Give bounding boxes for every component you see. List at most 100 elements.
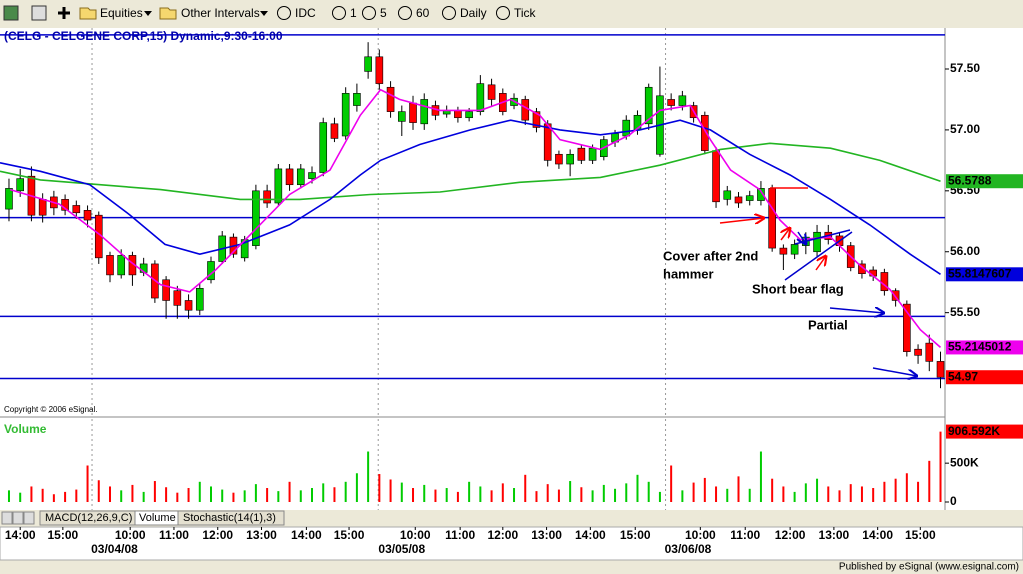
toolbar-item[interactable]: 5 — [380, 6, 387, 20]
price-tag — [946, 370, 1023, 385]
candle-body — [252, 190, 260, 246]
candle-body — [207, 261, 215, 281]
toolbar-item[interactable]: Equities — [100, 6, 143, 20]
icon[interactable] — [3, 5, 19, 21]
toolbar-item[interactable]: 1 — [350, 6, 357, 20]
toolbar-icons — [3, 5, 510, 21]
candle-body — [375, 56, 384, 84]
time-axis-labels: 14:00 15:00 10:00 11:00 12:00 13:00 14:00 15:00… — [5, 527, 936, 556]
candle-body — [543, 123, 552, 161]
candle-body — [285, 168, 294, 186]
x-tick-label: 13:00 — [819, 528, 850, 542]
x-tick-label: 11:00 — [445, 528, 475, 542]
x-tick-label: 15:00 — [620, 528, 651, 542]
candle-body — [353, 93, 361, 106]
icon[interactable] — [31, 5, 47, 21]
icon — [398, 6, 412, 20]
volume-title: Volume — [4, 422, 47, 436]
candle-body — [341, 93, 350, 137]
copyright: Copyright © 2006 eSignal. — [4, 405, 98, 414]
candle-body — [880, 272, 889, 292]
candle-body — [734, 196, 743, 204]
tab-label[interactable]: Volume — [139, 512, 176, 524]
candle-body — [106, 255, 114, 276]
tab[interactable] — [177, 510, 285, 526]
tab-label[interactable]: MACD(12,26,9,C) — [45, 512, 132, 524]
candle-body — [903, 303, 911, 352]
toolbar-item[interactable]: 60 — [416, 6, 430, 20]
date-label: 03/05/08 — [378, 542, 425, 556]
toolbar-item[interactable]: Daily — [460, 6, 487, 20]
arrow — [872, 367, 917, 376]
candle-body — [296, 168, 305, 186]
candle-body — [723, 190, 732, 200]
dropdown[interactable] — [260, 11, 268, 16]
x-tick-label: 10:00 — [685, 528, 716, 542]
icon[interactable] — [58, 7, 70, 19]
candle-body — [925, 342, 934, 362]
candle-body — [813, 231, 821, 253]
candle-body — [72, 205, 81, 214]
arrow — [719, 218, 764, 223]
icon — [79, 7, 97, 20]
candle-body — [768, 188, 776, 249]
candle-body — [487, 84, 496, 100]
candle-body — [465, 111, 473, 119]
candle-body — [588, 147, 597, 161]
candle-body — [16, 178, 25, 192]
tab-scroll[interactable] — [23, 511, 35, 525]
price-tag-label: 54.97 — [948, 369, 978, 383]
tab-label[interactable]: Stochastic(14(1),3) — [183, 512, 276, 524]
trend-line — [784, 231, 853, 281]
icon — [496, 6, 510, 20]
volume-tag — [946, 424, 1023, 439]
arrow — [829, 308, 884, 313]
candle-body — [667, 99, 675, 106]
candle-body — [162, 279, 170, 301]
candle-body — [577, 147, 586, 161]
volume-tag-label: 906.592K — [948, 424, 1000, 438]
arrow — [781, 228, 790, 241]
candle-body — [409, 102, 417, 123]
x-tick-label: 12:00 — [775, 528, 806, 542]
candle-body — [397, 111, 406, 122]
candle-body — [184, 300, 193, 311]
price-tag — [946, 174, 1023, 189]
candle-body — [476, 83, 485, 112]
candle-body — [914, 348, 922, 356]
candle-body — [790, 244, 799, 255]
candle-body — [566, 153, 574, 165]
toolbar-item[interactable]: IDC — [295, 6, 316, 20]
y-tick-label: 500K — [950, 455, 979, 469]
price-tag-label: 55.8147607 — [948, 266, 1012, 280]
y-tick-label: 57.00 — [950, 122, 980, 136]
candle-body — [263, 190, 271, 204]
candle-body — [173, 290, 182, 306]
volume-pane: 0 500K 906.592K — [7, 419, 1023, 510]
dropdown[interactable] — [144, 11, 152, 16]
footer: Published by eSignal (www.esignal.com) — [839, 562, 1019, 573]
x-tick-label: 13:00 — [246, 528, 277, 542]
y-tick-label: 0 — [950, 494, 957, 508]
candle-body — [757, 188, 765, 201]
toolbar — [0, 0, 1023, 27]
price-tag-label: 56.5788 — [948, 173, 992, 187]
tab-scroll[interactable] — [1, 511, 13, 525]
chart-title: (CELG - CELGENE CORP,15) Dynamic,9:30-16… — [4, 29, 283, 43]
tab-scroll[interactable] — [12, 511, 24, 525]
candle-body — [701, 114, 709, 151]
x-tick-label: 14:00 — [5, 528, 36, 542]
candle-body — [195, 287, 204, 311]
annotation: Partial — [808, 317, 848, 332]
candle-body — [622, 119, 631, 137]
toolbar-item[interactable]: Other Intervals — [181, 6, 260, 20]
x-tick-label: 10:00 — [400, 528, 431, 542]
x-tick-label: 15:00 — [334, 528, 365, 542]
candle-body — [555, 153, 563, 165]
x-tick-label: 12:00 — [487, 528, 518, 542]
candle-body — [521, 99, 530, 121]
toolbar-item[interactable]: Tick — [514, 6, 537, 20]
x-tick-label: 15:00 — [47, 528, 78, 542]
